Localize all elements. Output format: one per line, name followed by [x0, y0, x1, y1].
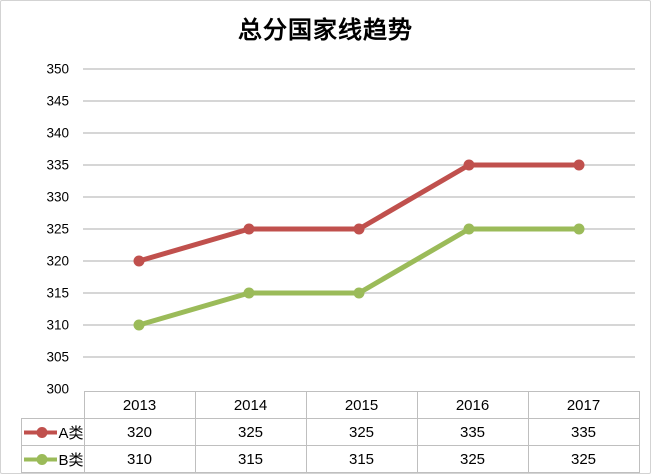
series-line-A类	[136, 162, 582, 264]
value-cell-B类-2017: 325	[527, 445, 640, 473]
value-cell-A类-2013: 320	[83, 418, 196, 446]
value-cell-A类-2014: 325	[194, 418, 307, 446]
chart-data-table: 2013 2014 2015 2016 2017 A类 320 325 325 335 335 B类 3…	[21, 391, 640, 473]
value-cell-A类-2017: 335	[527, 418, 640, 446]
y-axis-tick-label: 300	[46, 382, 69, 397]
chart-title: 总分国家线趋势	[238, 18, 413, 44]
data-point-B类-2017	[573, 223, 585, 235]
data-point-A类-2017	[573, 159, 585, 171]
legend-label: A类	[58, 424, 84, 442]
year-header-cell: 2014	[194, 391, 307, 419]
legend-key-marker	[36, 453, 48, 465]
legend-key-marker	[36, 426, 48, 438]
value-cell-A类-2015: 325	[305, 418, 418, 446]
data-point-B类-2016	[463, 223, 475, 235]
y-axis-tick-label: 310	[46, 318, 69, 333]
data-point-A类-2013	[133, 255, 145, 267]
data-point-A类-2016	[463, 159, 475, 171]
y-axis-tick-label: 305	[46, 350, 69, 365]
legend-key-line-icon	[24, 453, 58, 465]
y-axis-tick-label: 350	[46, 62, 69, 77]
legend-entry: B类	[22, 449, 84, 470]
table-corner-cell	[22, 392, 85, 419]
legend-cell-B类: B类	[21, 445, 85, 473]
value-cell-B类-2015: 315	[305, 445, 418, 473]
y-axis-tick-label: 330	[46, 190, 69, 205]
y-axis-tick-label: 340	[46, 126, 69, 141]
year-header-cell: 2013	[83, 391, 196, 419]
value-cell-A类-2016: 335	[416, 418, 529, 446]
y-axis-tick-label: 335	[46, 158, 69, 173]
year-header-cell: 2017	[527, 391, 640, 419]
y-axis-tick-label: 315	[46, 286, 69, 301]
year-header-cell: 2016	[416, 391, 529, 419]
data-point-A类-2015	[353, 223, 365, 235]
value-cell-B类-2014: 315	[194, 445, 307, 473]
legend-label: B类	[58, 451, 84, 469]
legend-cell-A类: A类	[21, 418, 85, 446]
y-axis-tick-label: 325	[46, 222, 69, 237]
year-header-cell: 2015	[305, 391, 418, 419]
y-axis-tick-label: 320	[46, 254, 69, 269]
data-point-B类-2015	[353, 287, 365, 299]
value-cell-B类-2016: 325	[416, 445, 529, 473]
value-cell-B类-2013: 310	[83, 445, 196, 473]
data-point-B类-2013	[133, 319, 145, 331]
data-point-A类-2014	[243, 223, 255, 235]
legend-entry: A类	[22, 422, 84, 443]
y-axis-tick-label: 345	[46, 94, 69, 109]
legend-key-line-icon	[24, 426, 58, 438]
data-point-B类-2014	[243, 287, 255, 299]
